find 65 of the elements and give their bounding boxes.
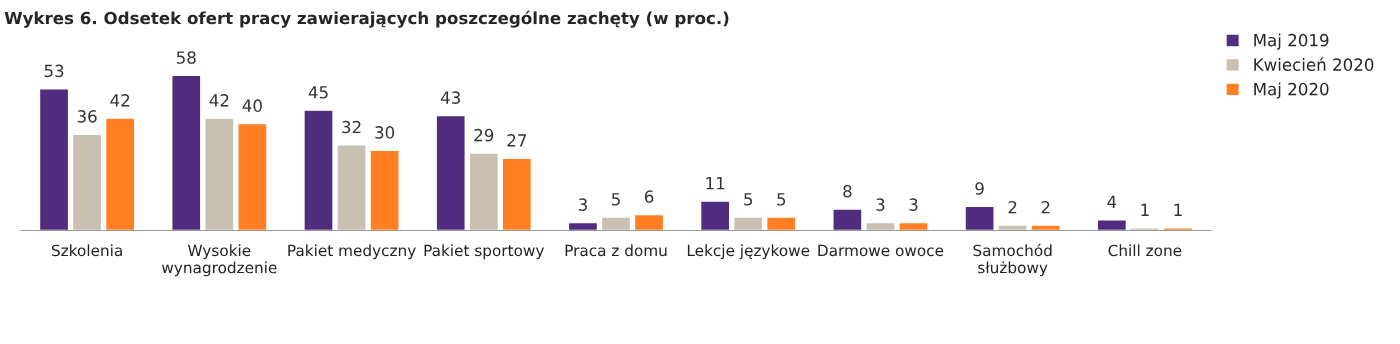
bar [600, 216, 632, 231]
x-tick-label: Samochód służbowy [973, 243, 1052, 277]
data-label: 32 [342, 120, 361, 134]
legend-label: Maj 2019 [1254, 33, 1329, 50]
data-label: 5 [777, 193, 786, 206]
bar [997, 224, 1028, 231]
data-label: 42 [209, 94, 229, 107]
data-label: 9 [975, 182, 984, 195]
data-label: 40 [242, 99, 262, 112]
x-tick-label: Pakiet sportowy [424, 244, 545, 260]
bar [1096, 219, 1128, 231]
bar [766, 216, 797, 231]
chart-title: Wykres 6. Odsetek ofert pracy zawierających poszczególne zachęty (w proc.) [4, 10, 729, 28]
data-label: 2 [1008, 200, 1017, 214]
data-label: 3 [876, 198, 885, 211]
bar [38, 88, 70, 231]
bar [468, 152, 500, 231]
data-label: 42 [110, 94, 130, 107]
bar [633, 213, 665, 231]
bar [1030, 224, 1061, 231]
bar [71, 133, 103, 231]
bar [699, 200, 731, 231]
bar [435, 114, 466, 231]
bar [732, 216, 764, 231]
data-label: 27 [507, 134, 527, 147]
bar [964, 205, 995, 231]
data-label: 5 [744, 193, 753, 206]
x-tick-label: Darmowe owoce [818, 244, 944, 257]
x-tick-label: Praca z domu [565, 244, 667, 257]
data-label: 29 [474, 128, 494, 142]
data-label: 45 [308, 86, 328, 99]
bar [865, 221, 896, 231]
data-label: 3 [909, 198, 918, 211]
x-tick-label: Wysokie wynagrodzenie [161, 244, 277, 277]
data-label: 4 [1107, 195, 1117, 208]
data-label: 3 [578, 198, 587, 211]
bar [303, 109, 334, 231]
data-label: 8 [843, 184, 852, 198]
bar [204, 117, 235, 231]
x-tick-label: Chill zone [1108, 244, 1182, 257]
bar [898, 221, 929, 231]
data-label: 43 [440, 91, 460, 104]
bar [832, 208, 863, 231]
bar [237, 122, 268, 231]
legend-label: Kwiecień 2020 [1254, 57, 1374, 71]
bar [104, 117, 136, 231]
data-label: 6 [644, 190, 654, 203]
bar [369, 149, 400, 231]
data-label: 5 [611, 193, 620, 206]
data-label: 30 [375, 126, 395, 139]
bar [567, 221, 599, 231]
x-tick-label: Lekcje językowe [687, 244, 810, 260]
bar [171, 74, 202, 231]
x-tick-label: Pakiet medyczny [288, 244, 416, 260]
data-label: 58 [176, 51, 196, 64]
legend-label: Maj 2020 [1254, 82, 1329, 99]
data-label: 2 [1041, 200, 1050, 214]
bar [336, 144, 367, 231]
data-label: 1 [1141, 203, 1149, 217]
data-label: 11 [706, 177, 725, 190]
x-tick-label: Szkolenia [51, 244, 122, 257]
data-label: 1 [1174, 203, 1182, 217]
data-label: 36 [77, 110, 97, 123]
bar [501, 157, 533, 231]
data-label: 53 [44, 64, 64, 78]
